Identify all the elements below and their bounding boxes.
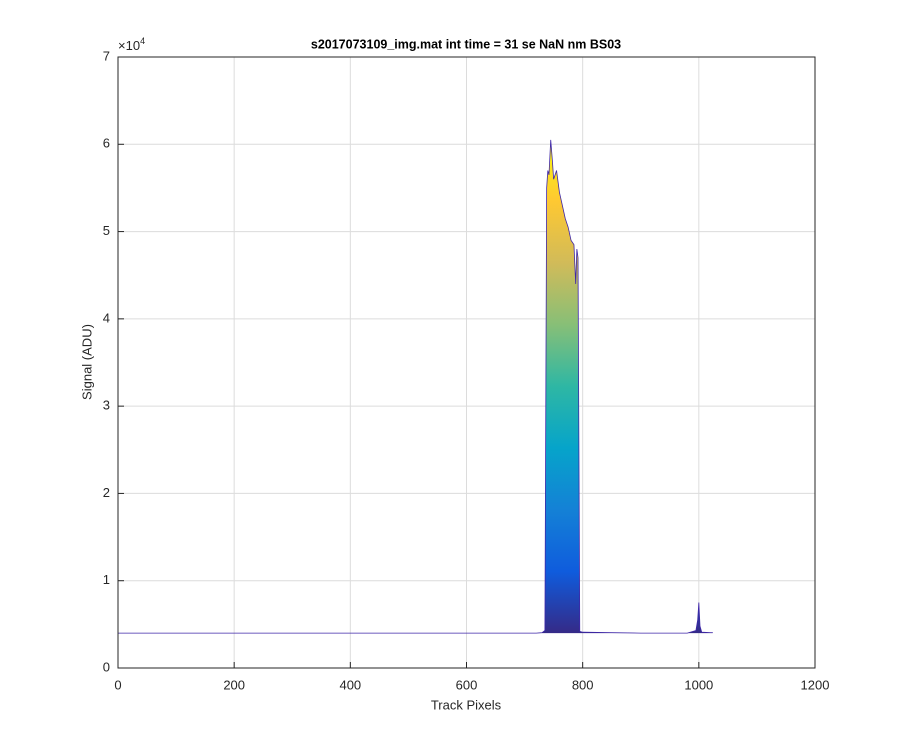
plot-frame — [117, 56, 816, 669]
x-tick-label: 0 — [114, 677, 121, 692]
y-tick-label: 1 — [103, 572, 110, 587]
y-exponent-base: ×10 — [118, 38, 140, 53]
x-tick-label: 800 — [572, 677, 594, 692]
y-exponent-power: 4 — [140, 36, 145, 46]
y-axis-label: Signal (ADU) — [79, 324, 94, 400]
x-tick-label: 600 — [456, 677, 478, 692]
x-tick-label: 1000 — [684, 677, 713, 692]
x-axis-label: Track Pixels — [431, 697, 502, 712]
y-tick-label: 3 — [103, 398, 110, 413]
x-tick-label: 1200 — [801, 677, 830, 692]
y-tick-label: 2 — [103, 485, 110, 500]
y-tick-label: 0 — [103, 659, 110, 674]
y-tick-label: 6 — [103, 136, 110, 151]
y-exponent: ×104 — [118, 36, 145, 53]
y-tick-label: 7 — [103, 48, 110, 63]
x-tick-label: 400 — [339, 677, 361, 692]
x-tick-label: 200 — [223, 677, 245, 692]
area — [118, 139, 713, 634]
line — [118, 139, 713, 634]
y-tick-label: 5 — [103, 223, 110, 238]
y-tick-label: 4 — [103, 310, 110, 325]
chart-title: s2017073109_img.mat int time = 31 se NaN… — [311, 37, 621, 51]
